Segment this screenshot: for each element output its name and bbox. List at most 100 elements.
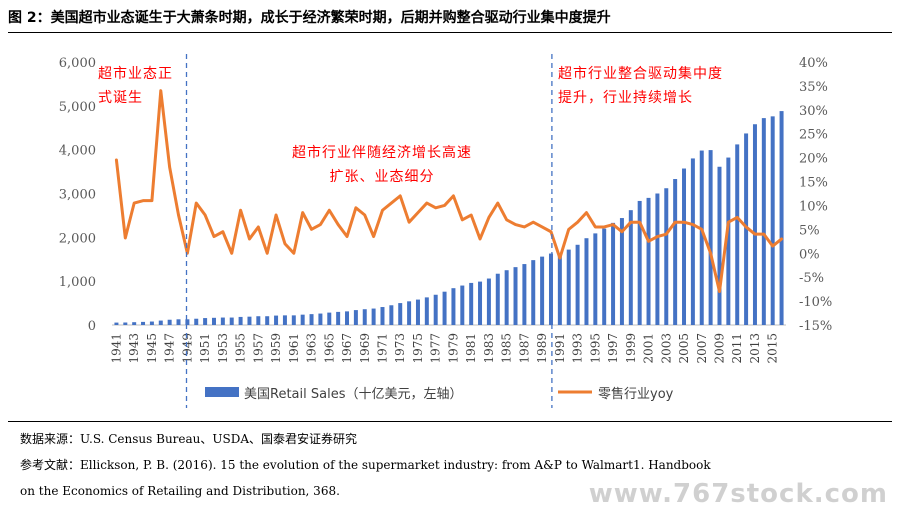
bar xyxy=(309,314,314,325)
x-axis-tick-label: 1963 xyxy=(305,333,319,364)
bar xyxy=(628,210,633,325)
bar xyxy=(274,315,279,325)
bar xyxy=(114,322,119,325)
axes: 0 1,000 2,000 3,000 4,000 5,000 6,000 -15% -10% -… xyxy=(59,54,832,408)
retail-sales-chart: 0 1,000 2,000 3,000 4,000 5,000 6,000 -15% -10% -… xyxy=(59,54,832,408)
bar xyxy=(424,297,429,325)
right-axis-tick-label: -5% xyxy=(799,271,824,286)
bar xyxy=(726,157,731,325)
x-axis-tick-label: 1947 xyxy=(163,333,177,364)
bar xyxy=(220,317,225,325)
bar xyxy=(185,319,190,325)
x-axis-tick-label: 2003 xyxy=(659,333,673,364)
x-axis-tick-label: 1985 xyxy=(500,333,514,364)
bar xyxy=(690,158,695,325)
right-axis-tick-label: 35% xyxy=(799,80,828,95)
bar xyxy=(504,270,509,325)
left-axis-tick-label: 1,000 xyxy=(59,275,96,290)
left-axis-tick-label: 6,000 xyxy=(59,56,96,71)
bar xyxy=(584,238,589,325)
right-axis-tick-label: 5% xyxy=(799,223,820,238)
x-axis-tick-label: 2013 xyxy=(748,333,762,364)
legend-line-label: 零售行业yoy xyxy=(598,386,674,402)
footer-rule xyxy=(8,421,892,422)
bar xyxy=(433,294,438,325)
bar xyxy=(407,301,412,325)
bar xyxy=(238,316,243,325)
x-axis-tick-label: 2005 xyxy=(677,333,691,364)
x-axis-tick-label: 1977 xyxy=(429,333,443,364)
left-axis-tick-label: 2,000 xyxy=(59,231,96,246)
bar xyxy=(229,317,234,325)
x-axis-tick-label: 1949 xyxy=(180,333,194,364)
annotation-text: 式诞生 xyxy=(98,90,143,106)
bar xyxy=(132,322,137,325)
x-axis-tick-label: 1957 xyxy=(251,333,265,364)
x-axis-tick-label: 1959 xyxy=(269,333,283,364)
x-axis-tick-label: 1969 xyxy=(358,333,372,364)
legend-bar-swatch xyxy=(205,387,239,397)
x-axis-tick-label: 1965 xyxy=(322,333,336,364)
bar xyxy=(371,308,376,325)
bar xyxy=(442,291,447,325)
x-axis-tick-label: 2015 xyxy=(766,333,780,364)
bar xyxy=(282,315,287,325)
x-axis-tick-label: 1941 xyxy=(109,333,123,364)
x-axis-tick-label: 1951 xyxy=(198,333,212,364)
right-axis-tick-label: 10% xyxy=(799,200,828,215)
bar xyxy=(291,315,296,325)
bar xyxy=(717,166,722,325)
bar xyxy=(389,305,394,325)
bar xyxy=(779,111,784,325)
bar xyxy=(611,222,616,325)
annotation-text: 超市业态正 xyxy=(98,65,173,82)
bar xyxy=(495,273,500,325)
line-series xyxy=(114,89,784,294)
annotation-text: 超市行业整合驱动集中度 xyxy=(558,65,723,82)
x-axis-tick-label: 2007 xyxy=(695,333,709,364)
x-axis-tick-label: 1945 xyxy=(145,333,159,364)
x-axis-tick-label: 2001 xyxy=(642,333,656,364)
bar xyxy=(513,267,518,325)
x-axis-tick-label: 1979 xyxy=(446,333,460,364)
bar xyxy=(637,200,642,325)
left-axis-tick-label: 4,000 xyxy=(59,144,96,159)
reference-line-2: on the Economics of Retailing and Distri… xyxy=(20,484,340,498)
bar xyxy=(602,228,607,325)
bar xyxy=(566,249,571,325)
bar xyxy=(149,321,154,325)
annotation-text: 扩张、业态细分 xyxy=(330,169,435,185)
bar xyxy=(353,310,358,325)
bar xyxy=(327,312,332,325)
bar xyxy=(699,150,704,325)
bar xyxy=(460,285,465,325)
bar xyxy=(744,133,749,325)
right-axis-tick-label: -10% xyxy=(799,295,832,310)
x-axis-tick-label: 1989 xyxy=(535,333,549,364)
figure-title: 图 2：美国超市业态诞生于大萧条时期，成长于经济繁荣时期，后期并购整合驱动行业集… xyxy=(8,6,892,33)
bar xyxy=(682,168,687,325)
bar xyxy=(770,116,775,325)
bar xyxy=(123,322,128,325)
bar xyxy=(362,309,367,325)
legend: 美国Retail Sales（十亿美元，左轴） 零售行业yoy xyxy=(205,386,674,402)
bar xyxy=(203,318,208,325)
left-axis-tick-label: 5,000 xyxy=(59,100,96,115)
line-series-path xyxy=(114,89,784,294)
reference-line-1: 参考文献：Ellickson, P. B. (2016). 15 the evo… xyxy=(20,458,711,472)
bar xyxy=(655,193,660,325)
x-axis-tick-label: 1955 xyxy=(234,333,248,364)
bar xyxy=(380,307,385,325)
right-axis-tick-label: 40% xyxy=(799,56,828,71)
bar xyxy=(478,281,483,325)
x-axis-tick-label: 1983 xyxy=(482,333,496,364)
legend-bar-label: 美国Retail Sales（十亿美元，左轴） xyxy=(244,387,462,402)
x-axis-tick-label: 1999 xyxy=(624,333,638,364)
bar xyxy=(619,218,624,325)
bar xyxy=(735,144,740,325)
bar xyxy=(211,317,216,325)
bar xyxy=(141,321,146,325)
x-axis-tick-label: 1943 xyxy=(127,333,141,364)
bar xyxy=(752,124,757,326)
